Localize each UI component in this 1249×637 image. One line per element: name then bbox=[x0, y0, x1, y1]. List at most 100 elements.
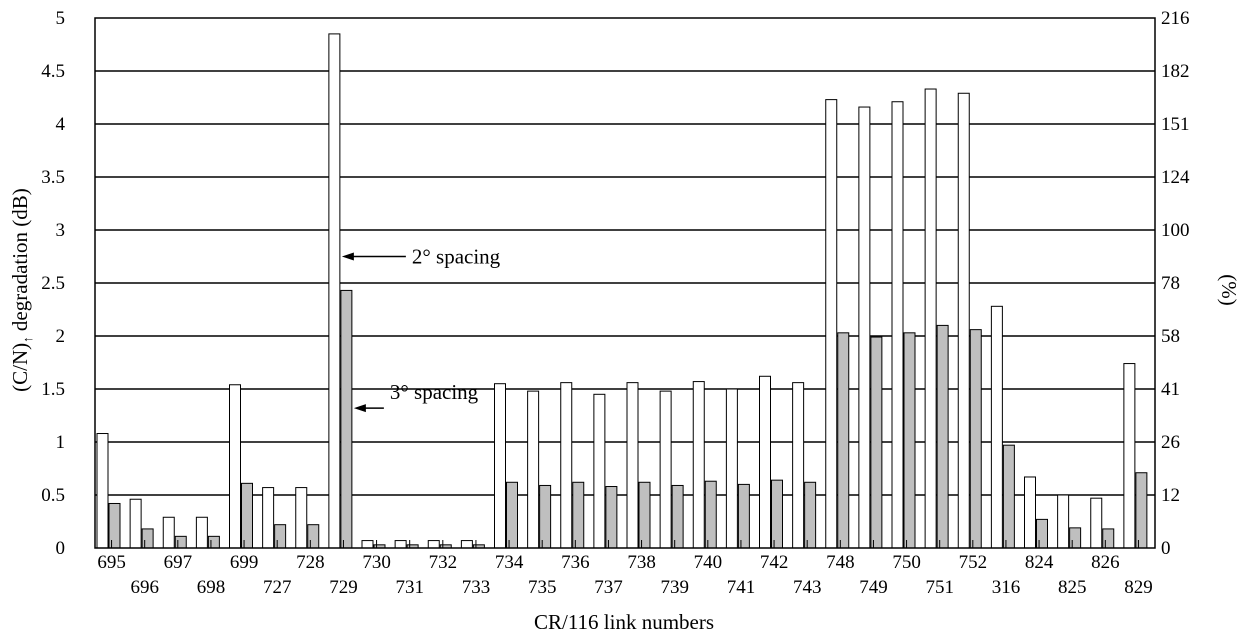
bars bbox=[96, 33, 1148, 549]
y-tick-label: 0 bbox=[56, 538, 66, 559]
annotation-label: 3° spacing bbox=[390, 380, 479, 404]
bar-white bbox=[957, 92, 970, 549]
x-tick-label: 829 bbox=[1124, 577, 1153, 598]
y-axis-title: (C/N)↑ degradation (dB) bbox=[8, 188, 35, 392]
bar-white bbox=[162, 516, 175, 549]
bar-white bbox=[460, 540, 473, 549]
bar-grey bbox=[241, 482, 253, 549]
x-tick-label: 730 bbox=[362, 552, 391, 573]
bar-grey bbox=[174, 535, 187, 549]
y2-tick-label: 12 bbox=[1161, 485, 1180, 506]
bar-grey bbox=[1002, 444, 1015, 549]
y-tick-label: 5 bbox=[56, 8, 66, 29]
bar-white bbox=[924, 88, 937, 549]
bar-grey bbox=[1036, 518, 1048, 549]
y2-tick-label: 58 bbox=[1161, 326, 1180, 347]
bar-grey bbox=[141, 528, 154, 549]
bar-white bbox=[858, 106, 871, 549]
x-tick-label: 825 bbox=[1058, 577, 1087, 598]
x-tick-label: 733 bbox=[462, 577, 491, 598]
y-tick-label: 2.5 bbox=[41, 273, 65, 294]
y-tick-label: 4 bbox=[56, 114, 66, 135]
x-tick-label: 824 bbox=[1025, 552, 1054, 573]
bar-grey bbox=[1102, 528, 1115, 549]
bar-white bbox=[1123, 363, 1136, 549]
x-tick-label: 696 bbox=[130, 577, 159, 598]
bar-white bbox=[262, 487, 275, 549]
y-tick-label: 1 bbox=[56, 432, 66, 453]
y-tick-label: 2 bbox=[56, 326, 66, 347]
bar-grey bbox=[1069, 527, 1082, 549]
left-axis-ticks: 0 0.5 1 1.5 2 2.5 3 3.5 4 4.5 5 bbox=[41, 8, 65, 559]
bar-grey bbox=[340, 289, 353, 549]
y-tick-label: 3.5 bbox=[41, 167, 65, 188]
bar-white bbox=[229, 384, 241, 549]
x-tick-label: 740 bbox=[694, 552, 723, 573]
bar-grey bbox=[903, 332, 916, 549]
right-axis-ticks: 0 12 26 41 58 78 100 124 151 182 216 bbox=[1161, 8, 1190, 559]
y2-tick-label: 41 bbox=[1161, 379, 1180, 400]
bar-grey bbox=[804, 481, 817, 549]
x-tick-label: 316 bbox=[992, 577, 1021, 598]
y2-tick-label: 216 bbox=[1161, 8, 1190, 29]
bar-grey bbox=[307, 524, 320, 549]
bar-white bbox=[659, 390, 672, 549]
x-tick-label: 736 bbox=[561, 552, 590, 573]
y2-axis-title: (%) bbox=[1217, 274, 1241, 305]
x-tick-label: 695 bbox=[97, 552, 126, 573]
bar-white bbox=[725, 388, 738, 549]
bar-white bbox=[394, 540, 407, 549]
x-tick-label: 727 bbox=[263, 577, 292, 598]
x-tick-label: 698 bbox=[197, 577, 226, 598]
bar-grey bbox=[837, 332, 850, 549]
x-axis-title: CR/116 link numbers bbox=[534, 610, 714, 634]
x-tick-label: 738 bbox=[627, 552, 656, 573]
x-tick-label: 739 bbox=[660, 577, 689, 598]
bar-white bbox=[792, 382, 805, 549]
bar-grey bbox=[969, 329, 982, 549]
y-axis-title-subscript: ↑ bbox=[20, 336, 35, 343]
x-tick-label: 826 bbox=[1091, 552, 1120, 573]
y-tick-label: 3 bbox=[56, 220, 66, 241]
x-tick-label: 697 bbox=[164, 552, 193, 573]
y-axis-title-suffix: degradation (dB) bbox=[8, 188, 32, 336]
bar-grey bbox=[274, 524, 287, 549]
x-tick-label: 750 bbox=[892, 552, 921, 573]
annotations: 2° spacing 3° spacing bbox=[341, 245, 501, 413]
bar-white bbox=[129, 498, 142, 549]
y2-tick-label: 151 bbox=[1161, 114, 1190, 135]
x-tick-label: 732 bbox=[429, 552, 458, 573]
bar-white bbox=[328, 33, 341, 549]
bar-white bbox=[361, 540, 374, 549]
x-tick-label: 748 bbox=[826, 552, 855, 573]
bar-white bbox=[560, 382, 573, 549]
x-axis-ticks: 6956966976986997277287297307317327337347… bbox=[97, 540, 1153, 598]
bar-white bbox=[891, 101, 904, 549]
y2-tick-label: 182 bbox=[1161, 61, 1190, 82]
x-tick-label: 752 bbox=[959, 552, 988, 573]
x-tick-label: 743 bbox=[793, 577, 822, 598]
bar-white bbox=[1024, 476, 1036, 549]
bar-white bbox=[692, 381, 705, 549]
bar-white bbox=[1057, 494, 1070, 549]
y2-tick-label: 26 bbox=[1161, 432, 1180, 453]
bar-grey bbox=[539, 484, 552, 549]
annotation-arrow-head bbox=[341, 252, 354, 261]
bar-grey bbox=[1135, 472, 1148, 549]
bar-grey bbox=[771, 479, 783, 549]
bar-grey bbox=[671, 484, 684, 549]
bar-white bbox=[527, 390, 540, 549]
x-tick-label: 751 bbox=[925, 577, 954, 598]
bar-white bbox=[494, 383, 506, 549]
annotation-arrow-head bbox=[353, 404, 366, 413]
bar-grey bbox=[207, 535, 220, 549]
bar-grey bbox=[506, 481, 518, 549]
y-tick-label: 4.5 bbox=[41, 61, 65, 82]
y-axis-title-prefix: (C/N) bbox=[8, 343, 32, 392]
x-tick-label: 731 bbox=[395, 577, 424, 598]
bar-white bbox=[295, 487, 308, 549]
x-tick-label: 735 bbox=[528, 577, 557, 598]
plot-border bbox=[94, 17, 1156, 549]
bar-grey bbox=[605, 486, 618, 549]
